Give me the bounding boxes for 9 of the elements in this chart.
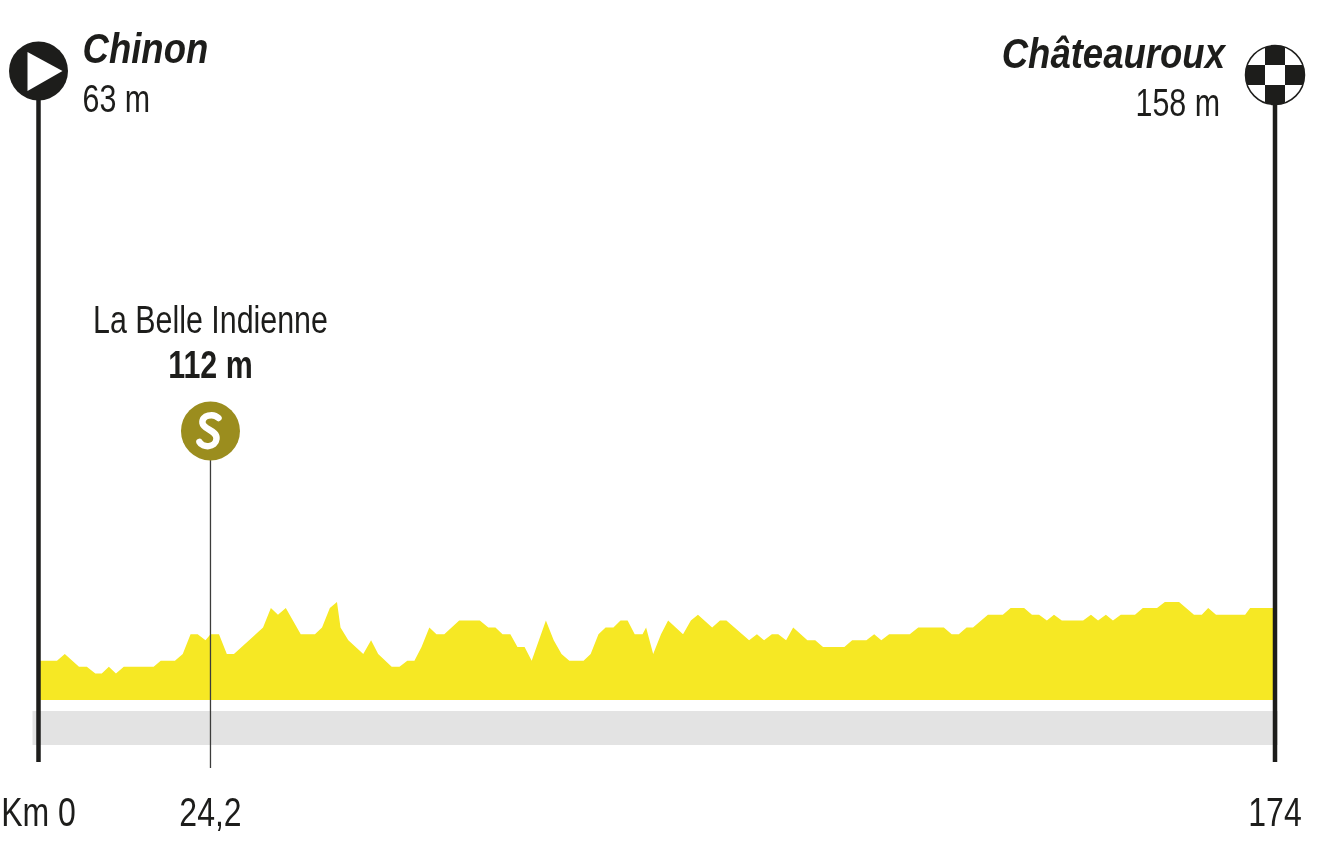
legend-label: Chinon [82, 24, 209, 72]
text: 112 m [168, 343, 253, 386]
x-tick-label: 24,2 [179, 789, 242, 835]
text: 158 m [1135, 81, 1220, 124]
ref-line-label: Châteauroux [1001, 29, 1227, 77]
x-tick-label: 174 [1248, 789, 1302, 835]
x-tick-label: Km 0 [1, 789, 76, 835]
text: 63 m [82, 77, 151, 120]
ref-line-label: La Belle Indienne [93, 298, 328, 341]
